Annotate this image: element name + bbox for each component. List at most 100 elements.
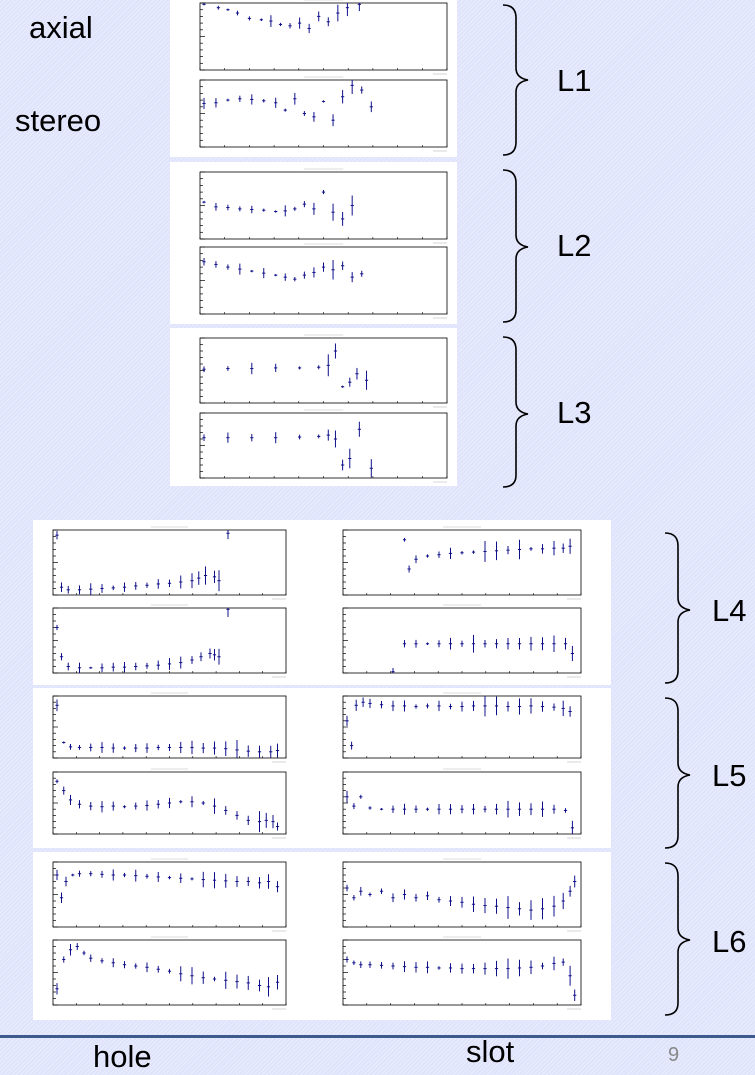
data-point [414, 962, 418, 973]
data-point [345, 3, 349, 17]
data-point [529, 636, 533, 651]
data-point [460, 640, 464, 647]
data-point [345, 884, 349, 892]
data-point [224, 873, 228, 888]
data-point [77, 585, 82, 595]
plot-frame [342, 529, 582, 596]
data-point [199, 652, 203, 662]
data-point [167, 797, 172, 809]
data-point [156, 744, 160, 751]
data-point [145, 873, 149, 879]
data-point [68, 943, 73, 956]
data-point [302, 271, 306, 279]
data-point [326, 17, 330, 27]
data-point [540, 898, 545, 920]
data-point [179, 656, 183, 669]
data-point [247, 16, 252, 21]
data-point [506, 896, 510, 919]
data-point [345, 956, 349, 963]
data-point [71, 873, 75, 877]
data-point [224, 806, 228, 815]
data-point [471, 804, 476, 815]
data-point [414, 639, 418, 648]
data-point [145, 962, 149, 973]
data-point [179, 966, 183, 982]
data-point [226, 432, 230, 443]
data-point [145, 662, 149, 669]
data-point [407, 565, 411, 573]
data-point [190, 740, 194, 755]
brace-l6 [664, 862, 691, 1016]
data-point [341, 261, 345, 271]
data-point [167, 657, 172, 670]
data-point [471, 634, 476, 653]
data-point [89, 801, 93, 811]
data-point [360, 270, 364, 277]
data-point [460, 701, 464, 712]
data-point [379, 808, 384, 811]
data-point [217, 648, 221, 665]
data-point [517, 802, 522, 817]
data-point [250, 205, 254, 214]
data-point [437, 640, 441, 648]
data-point [156, 871, 160, 882]
data-point [561, 958, 565, 966]
data-point [235, 739, 239, 758]
data-point [568, 538, 572, 554]
data-point [226, 204, 230, 211]
data-point [167, 875, 172, 880]
data-point [561, 543, 565, 553]
data-point [179, 873, 183, 884]
data-point [355, 367, 359, 380]
data-point [402, 700, 407, 712]
data-point [59, 582, 64, 592]
data-point [391, 668, 395, 673]
data-point [269, 745, 273, 758]
data-point [414, 805, 418, 813]
data-point [414, 893, 418, 902]
data-point [122, 872, 127, 878]
data-point [89, 583, 93, 595]
data-point [122, 805, 127, 809]
data-point [55, 983, 59, 995]
data-point [402, 803, 407, 815]
data-point [202, 200, 206, 204]
data-point [100, 584, 104, 593]
data-point [425, 554, 430, 558]
data-point [212, 570, 217, 584]
data-point [517, 902, 522, 916]
data-point [517, 698, 522, 715]
data-point [167, 743, 172, 751]
data-point [55, 531, 59, 540]
data-point [506, 958, 510, 979]
data-point [529, 803, 533, 816]
data-point [359, 961, 363, 968]
data-point [262, 98, 266, 103]
data-point [302, 201, 306, 208]
panel-l5 [33, 688, 611, 848]
data-point [350, 80, 354, 94]
data-point [226, 608, 230, 617]
data-point [226, 264, 230, 270]
data-point [552, 895, 556, 917]
data-point [100, 663, 104, 673]
data-point [293, 206, 297, 211]
data-point [145, 800, 149, 811]
data-point [391, 700, 395, 712]
data-point [257, 745, 262, 758]
data-point [483, 639, 487, 648]
data-point [269, 15, 273, 27]
plot-frame [342, 771, 582, 835]
data-point [352, 803, 356, 810]
data-point [66, 585, 70, 594]
data-point [274, 274, 278, 277]
data-point [214, 98, 218, 108]
data-point [82, 950, 86, 956]
data-point [212, 741, 217, 755]
data-point [379, 962, 384, 969]
data-point [68, 794, 73, 805]
data-point [246, 815, 250, 825]
data-point [208, 648, 212, 659]
data-point [568, 885, 572, 897]
data-point [368, 698, 372, 709]
